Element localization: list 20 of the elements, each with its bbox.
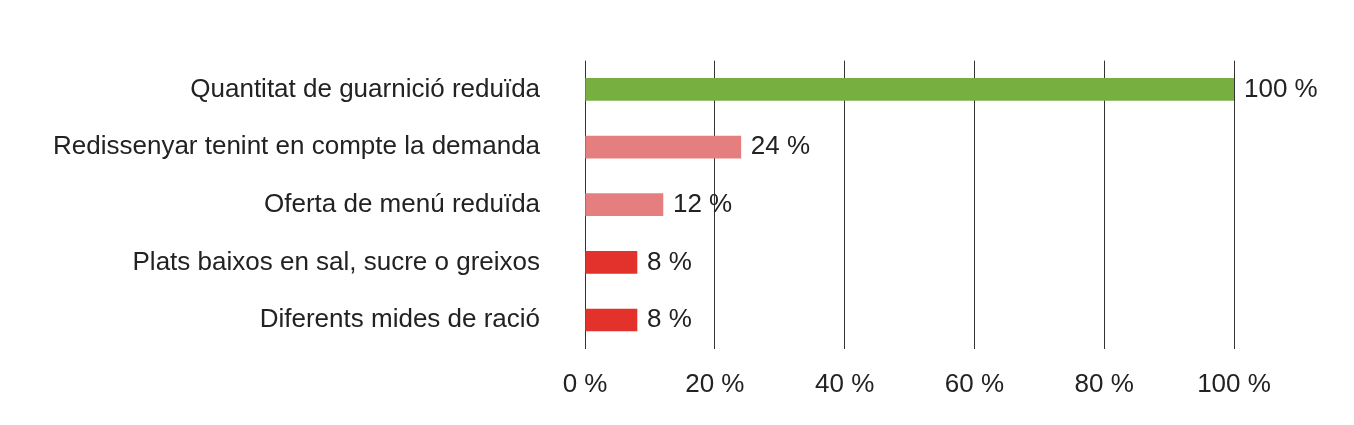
bar bbox=[585, 308, 638, 332]
x-tick-label: 80 % bbox=[1074, 367, 1134, 398]
bar bbox=[585, 193, 664, 217]
x-tick-label: 60 % bbox=[944, 367, 1005, 398]
y-tick-label: Oferta de menú reduïda bbox=[264, 187, 541, 218]
data-label: 100 % bbox=[1244, 72, 1318, 103]
bar bbox=[585, 135, 742, 159]
y-tick-label: Quantitat de guarnició reduïda bbox=[190, 72, 541, 103]
x-tick-label: 20 % bbox=[685, 367, 745, 398]
bar bbox=[585, 78, 1234, 101]
x-tick-label: 0 % bbox=[562, 367, 608, 398]
data-label: 24 % bbox=[750, 130, 811, 161]
x-tick-label: 40 % bbox=[815, 367, 875, 398]
data-label: 8 % bbox=[646, 245, 692, 276]
data-label: 8 % bbox=[646, 303, 692, 334]
y-tick-label: Plats baixos en sal, sucre o greixos bbox=[132, 245, 541, 276]
y-tick-label: Redissenyar tenint en compte la demanda bbox=[52, 130, 541, 161]
y-tick-label: Diferents mides de ració bbox=[259, 303, 541, 334]
x-tick-label: 100 % bbox=[1197, 367, 1271, 398]
bar bbox=[585, 251, 638, 274]
